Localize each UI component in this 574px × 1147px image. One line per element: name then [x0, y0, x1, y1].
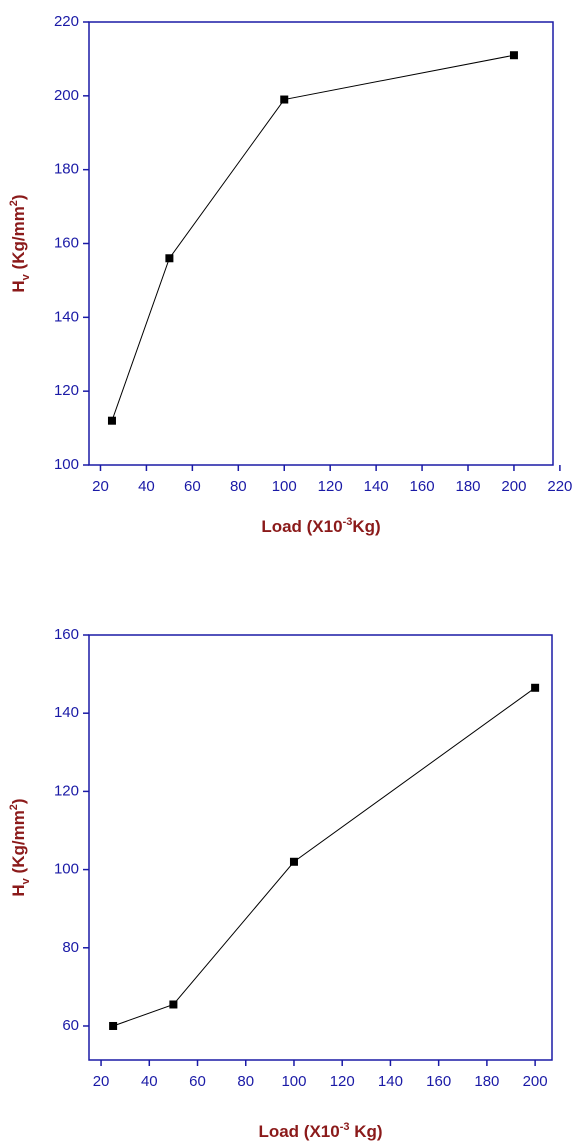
y-tick-label: 60 — [62, 1017, 79, 1034]
y-tick-label: 100 — [54, 456, 79, 473]
x-tick-label: 100 — [281, 1073, 306, 1090]
marker — [531, 684, 539, 692]
x-tick-label: 160 — [410, 478, 435, 495]
y-label-part: ) — [9, 194, 28, 200]
y-label-part: ) — [9, 798, 28, 804]
y-label-part: H — [9, 280, 28, 292]
y-tick-label: 220 — [54, 13, 79, 30]
x-tick-label: 160 — [426, 1073, 451, 1090]
y-tick-label: 180 — [54, 161, 79, 178]
x-tick-label: 40 — [138, 478, 155, 495]
x-tick-label: 120 — [330, 1073, 355, 1090]
page: 20 40 60 80 100 120 140 160 180 200 220 100 120 140 16… — [0, 0, 574, 1147]
y-tick-label: 140 — [54, 704, 79, 721]
y-label-part: (Kg/mm — [9, 810, 28, 878]
x-axis-label: Load (X10-3Kg) — [261, 516, 380, 537]
x-tick-label: 200 — [523, 1073, 548, 1090]
x-tick-label: 40 — [141, 1073, 158, 1090]
x-axis-label: Load (X10-3 Kg) — [258, 1121, 382, 1142]
x-tick-label: 80 — [230, 478, 247, 495]
y-axis-label: Hv (Kg/mm2) — [8, 798, 32, 896]
x-label-part: Load (X10 — [261, 517, 342, 536]
marker — [510, 51, 518, 59]
data-line — [112, 55, 514, 420]
x-label-part: Load (X10 — [258, 1122, 339, 1141]
y-tick-label: 160 — [54, 626, 79, 643]
x-label-part: Kg) — [352, 517, 380, 536]
x-label-part: -3 — [340, 1121, 350, 1133]
marker — [165, 254, 173, 262]
marker — [108, 417, 116, 425]
x-tick-label: 80 — [237, 1073, 254, 1090]
y-tick-label: 80 — [62, 939, 79, 956]
x-tick-label: 140 — [378, 1073, 403, 1090]
y-tick-label: 120 — [54, 382, 79, 399]
x-tick-label: 180 — [455, 478, 480, 495]
x-tick-label: 140 — [364, 478, 389, 495]
x-tick-label: 220 — [547, 478, 572, 495]
x-tick-label: 60 — [184, 478, 201, 495]
x-tick-label: 200 — [501, 478, 526, 495]
x-tick-label: 20 — [92, 478, 109, 495]
plot-frame — [89, 635, 552, 1060]
x-tick-label: 120 — [318, 478, 343, 495]
marker — [290, 858, 298, 866]
y-label-part: (Kg/mm — [9, 206, 28, 274]
x-tick-label: 20 — [93, 1073, 110, 1090]
y-tick-label: 140 — [54, 308, 79, 325]
x-tick-label: 100 — [272, 478, 297, 495]
x-label-part: -3 — [343, 516, 353, 528]
y-axis-label: Hv (Kg/mm2) — [8, 194, 32, 292]
plot-frame — [89, 22, 553, 465]
marker — [109, 1022, 117, 1030]
marker — [280, 96, 288, 104]
y-tick-label: 120 — [54, 782, 79, 799]
data-line — [113, 688, 535, 1026]
x-label-part: Kg) — [349, 1122, 382, 1141]
x-tick-label: 180 — [474, 1073, 499, 1090]
y-label-part: H — [9, 884, 28, 896]
y-tick-label: 100 — [54, 861, 79, 878]
y-tick-label: 200 — [54, 87, 79, 104]
marker — [169, 1000, 177, 1008]
y-tick-label: 160 — [54, 234, 79, 251]
x-tick-label: 60 — [189, 1073, 206, 1090]
